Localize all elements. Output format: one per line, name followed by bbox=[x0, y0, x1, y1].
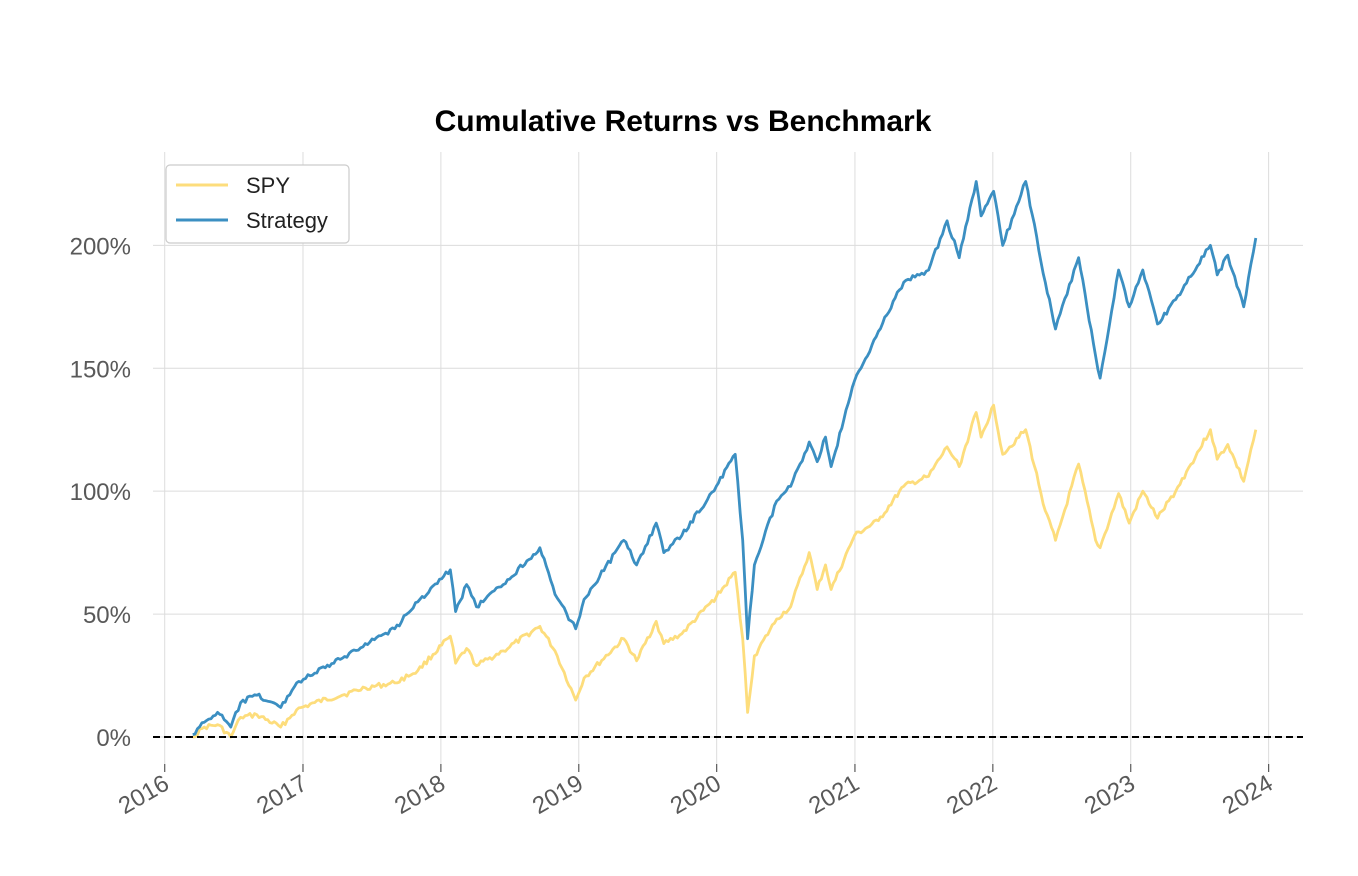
legend-label: Strategy bbox=[246, 208, 328, 233]
y-tick-label: 0% bbox=[96, 725, 131, 752]
y-tick-label: 200% bbox=[70, 233, 131, 260]
series-line-strategy bbox=[192, 180, 1258, 736]
x-tick-label: 2024 bbox=[1218, 770, 1278, 820]
legend: SPY Strategy bbox=[165, 164, 350, 244]
chart-title: Cumulative Returns vs Benchmark bbox=[435, 105, 932, 138]
x-tick-label: 2016 bbox=[114, 770, 174, 820]
series-line-spy bbox=[192, 403, 1258, 739]
y-tick-label: 50% bbox=[83, 602, 131, 629]
x-tick-label: 2022 bbox=[942, 770, 1002, 820]
x-tick-label: 2020 bbox=[666, 770, 726, 820]
x-tick-label: 2017 bbox=[252, 770, 312, 820]
x-tick-label: 2018 bbox=[390, 770, 450, 820]
x-tick-label: 2023 bbox=[1080, 770, 1140, 820]
y-tick-label: 150% bbox=[70, 356, 131, 383]
legend-label: SPY bbox=[246, 173, 290, 198]
x-tick-label: 2019 bbox=[528, 770, 588, 820]
x-tick-label: 2021 bbox=[804, 770, 864, 820]
y-tick-label: 100% bbox=[70, 479, 131, 506]
